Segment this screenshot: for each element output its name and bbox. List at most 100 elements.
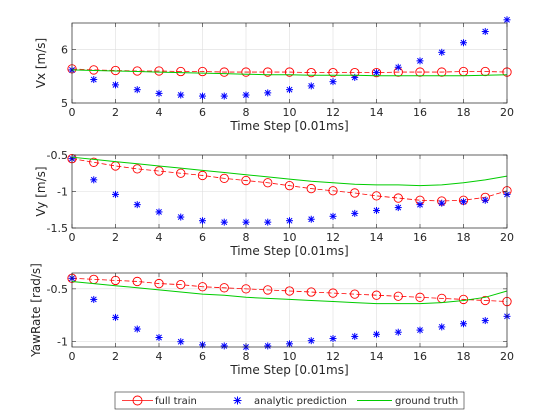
point-analytic-prediction: [351, 333, 358, 340]
x-tick-label: 2: [112, 350, 119, 363]
x-tick-label: 10: [283, 106, 297, 119]
y-axis-label: Vy [m/s]: [34, 166, 48, 216]
point-analytic-prediction: [112, 314, 119, 321]
point-analytic-prediction: [330, 78, 337, 85]
point-analytic-prediction: [373, 207, 380, 214]
x-tick-label: 14: [370, 106, 384, 119]
x-axis-label: Time Step [0.01ms]: [229, 363, 348, 377]
x-tick-label: 12: [326, 350, 340, 363]
point-analytic-prediction: [460, 320, 467, 327]
point-analytic-prediction: [438, 323, 445, 330]
legend-label-analytic-prediction: analytic prediction: [254, 396, 347, 407]
point-analytic-prediction: [156, 90, 163, 97]
x-tick-label: 16: [413, 350, 427, 363]
point-analytic-prediction: [112, 81, 119, 88]
point-analytic-prediction: [395, 329, 402, 336]
y-tick-label: -1.5: [47, 222, 68, 235]
point-analytic-prediction: [482, 197, 489, 204]
x-tick-label: 0: [69, 231, 76, 244]
point-analytic-prediction: [90, 76, 97, 83]
point-analytic-prediction: [395, 204, 402, 211]
point-analytic-prediction: [199, 93, 206, 100]
point-analytic-prediction: [156, 208, 163, 215]
y-tick-label: -0.5: [47, 283, 68, 296]
point-analytic-prediction: [417, 57, 424, 64]
subplots: 0 2 4 6 8 10 12 14 16 18 2056Time Step [0.01ms]Vx …: [29, 16, 514, 377]
x-tick-label: 6: [199, 106, 206, 119]
x-tick-label: 4: [156, 350, 163, 363]
x-tick-label: 0: [69, 350, 76, 363]
point-analytic-prediction: [199, 217, 206, 224]
x-tick-label: 2: [112, 231, 119, 244]
point-analytic-prediction: [286, 217, 293, 224]
point-analytic-prediction: [134, 86, 141, 93]
y-tick-label: -0.5: [47, 149, 68, 162]
x-tick-label: 10: [283, 231, 297, 244]
point-analytic-prediction: [438, 200, 445, 207]
point-analytic-prediction: [308, 82, 315, 89]
x-tick-label: 20: [500, 350, 514, 363]
y-axis-label: Vx [m/s]: [34, 38, 48, 88]
point-analytic-prediction: [504, 16, 511, 23]
point-analytic-prediction: [264, 89, 271, 96]
y-tick-label: -1: [57, 186, 68, 199]
point-analytic-prediction: [177, 92, 184, 99]
point-analytic-prediction: [90, 176, 97, 183]
point-analytic-prediction: [482, 28, 489, 35]
y-axis-label: YawRate [rad/s]: [29, 263, 43, 358]
point-analytic-prediction: [460, 39, 467, 46]
x-tick-label: 2: [112, 106, 119, 119]
y-tick-label: 5: [61, 97, 68, 110]
point-analytic-prediction: [482, 317, 489, 324]
legend-label-full-train: full train: [155, 396, 197, 407]
x-tick-label: 8: [243, 350, 250, 363]
point-analytic-prediction: [221, 219, 228, 226]
x-tick-label: 6: [199, 350, 206, 363]
point-analytic-prediction: [330, 213, 337, 220]
y-tick-label: -1: [57, 336, 68, 349]
point-analytic-prediction: [460, 198, 467, 205]
point-analytic-prediction: [395, 64, 402, 71]
point-analytic-prediction: [90, 296, 97, 303]
point-analytic-prediction: [221, 342, 228, 349]
x-tick-label: 0: [69, 106, 76, 119]
legend-marker-analytic-prediction: [234, 397, 242, 405]
point-analytic-prediction: [438, 49, 445, 56]
x-tick-label: 14: [370, 350, 384, 363]
x-tick-label: 4: [156, 231, 163, 244]
point-analytic-prediction: [373, 69, 380, 76]
point-analytic-prediction: [156, 334, 163, 341]
point-analytic-prediction: [417, 201, 424, 208]
x-tick-label: 8: [243, 106, 250, 119]
x-axis-label: Time Step [0.01ms]: [229, 244, 348, 258]
x-tick-label: 4: [156, 106, 163, 119]
x-tick-label: 16: [413, 106, 427, 119]
legend: full train analytic prediction ground tr…: [115, 392, 464, 409]
x-tick-label: 16: [413, 231, 427, 244]
point-analytic-prediction: [308, 216, 315, 223]
x-tick-label: 10: [283, 350, 297, 363]
point-analytic-prediction: [177, 214, 184, 221]
point-analytic-prediction: [373, 331, 380, 338]
x-tick-label: 18: [457, 231, 471, 244]
legend-label-ground-truth: ground truth: [395, 396, 458, 407]
point-analytic-prediction: [286, 86, 293, 93]
y-tick-label: 6: [61, 44, 68, 57]
x-tick-label: 20: [500, 106, 514, 119]
x-tick-label: 12: [326, 106, 340, 119]
x-axis-label: Time Step [0.01ms]: [229, 119, 348, 133]
x-tick-label: 14: [370, 231, 384, 244]
point-analytic-prediction: [351, 210, 358, 217]
point-analytic-prediction: [330, 335, 337, 342]
point-analytic-prediction: [134, 201, 141, 208]
x-tick-label: 18: [457, 106, 471, 119]
x-tick-label: 12: [326, 231, 340, 244]
x-tick-label: 6: [199, 231, 206, 244]
point-analytic-prediction: [308, 337, 315, 344]
x-tick-label: 20: [500, 231, 514, 244]
point-analytic-prediction: [243, 92, 250, 99]
point-analytic-prediction: [264, 219, 271, 226]
point-analytic-prediction: [221, 93, 228, 100]
x-tick-label: 18: [457, 350, 471, 363]
